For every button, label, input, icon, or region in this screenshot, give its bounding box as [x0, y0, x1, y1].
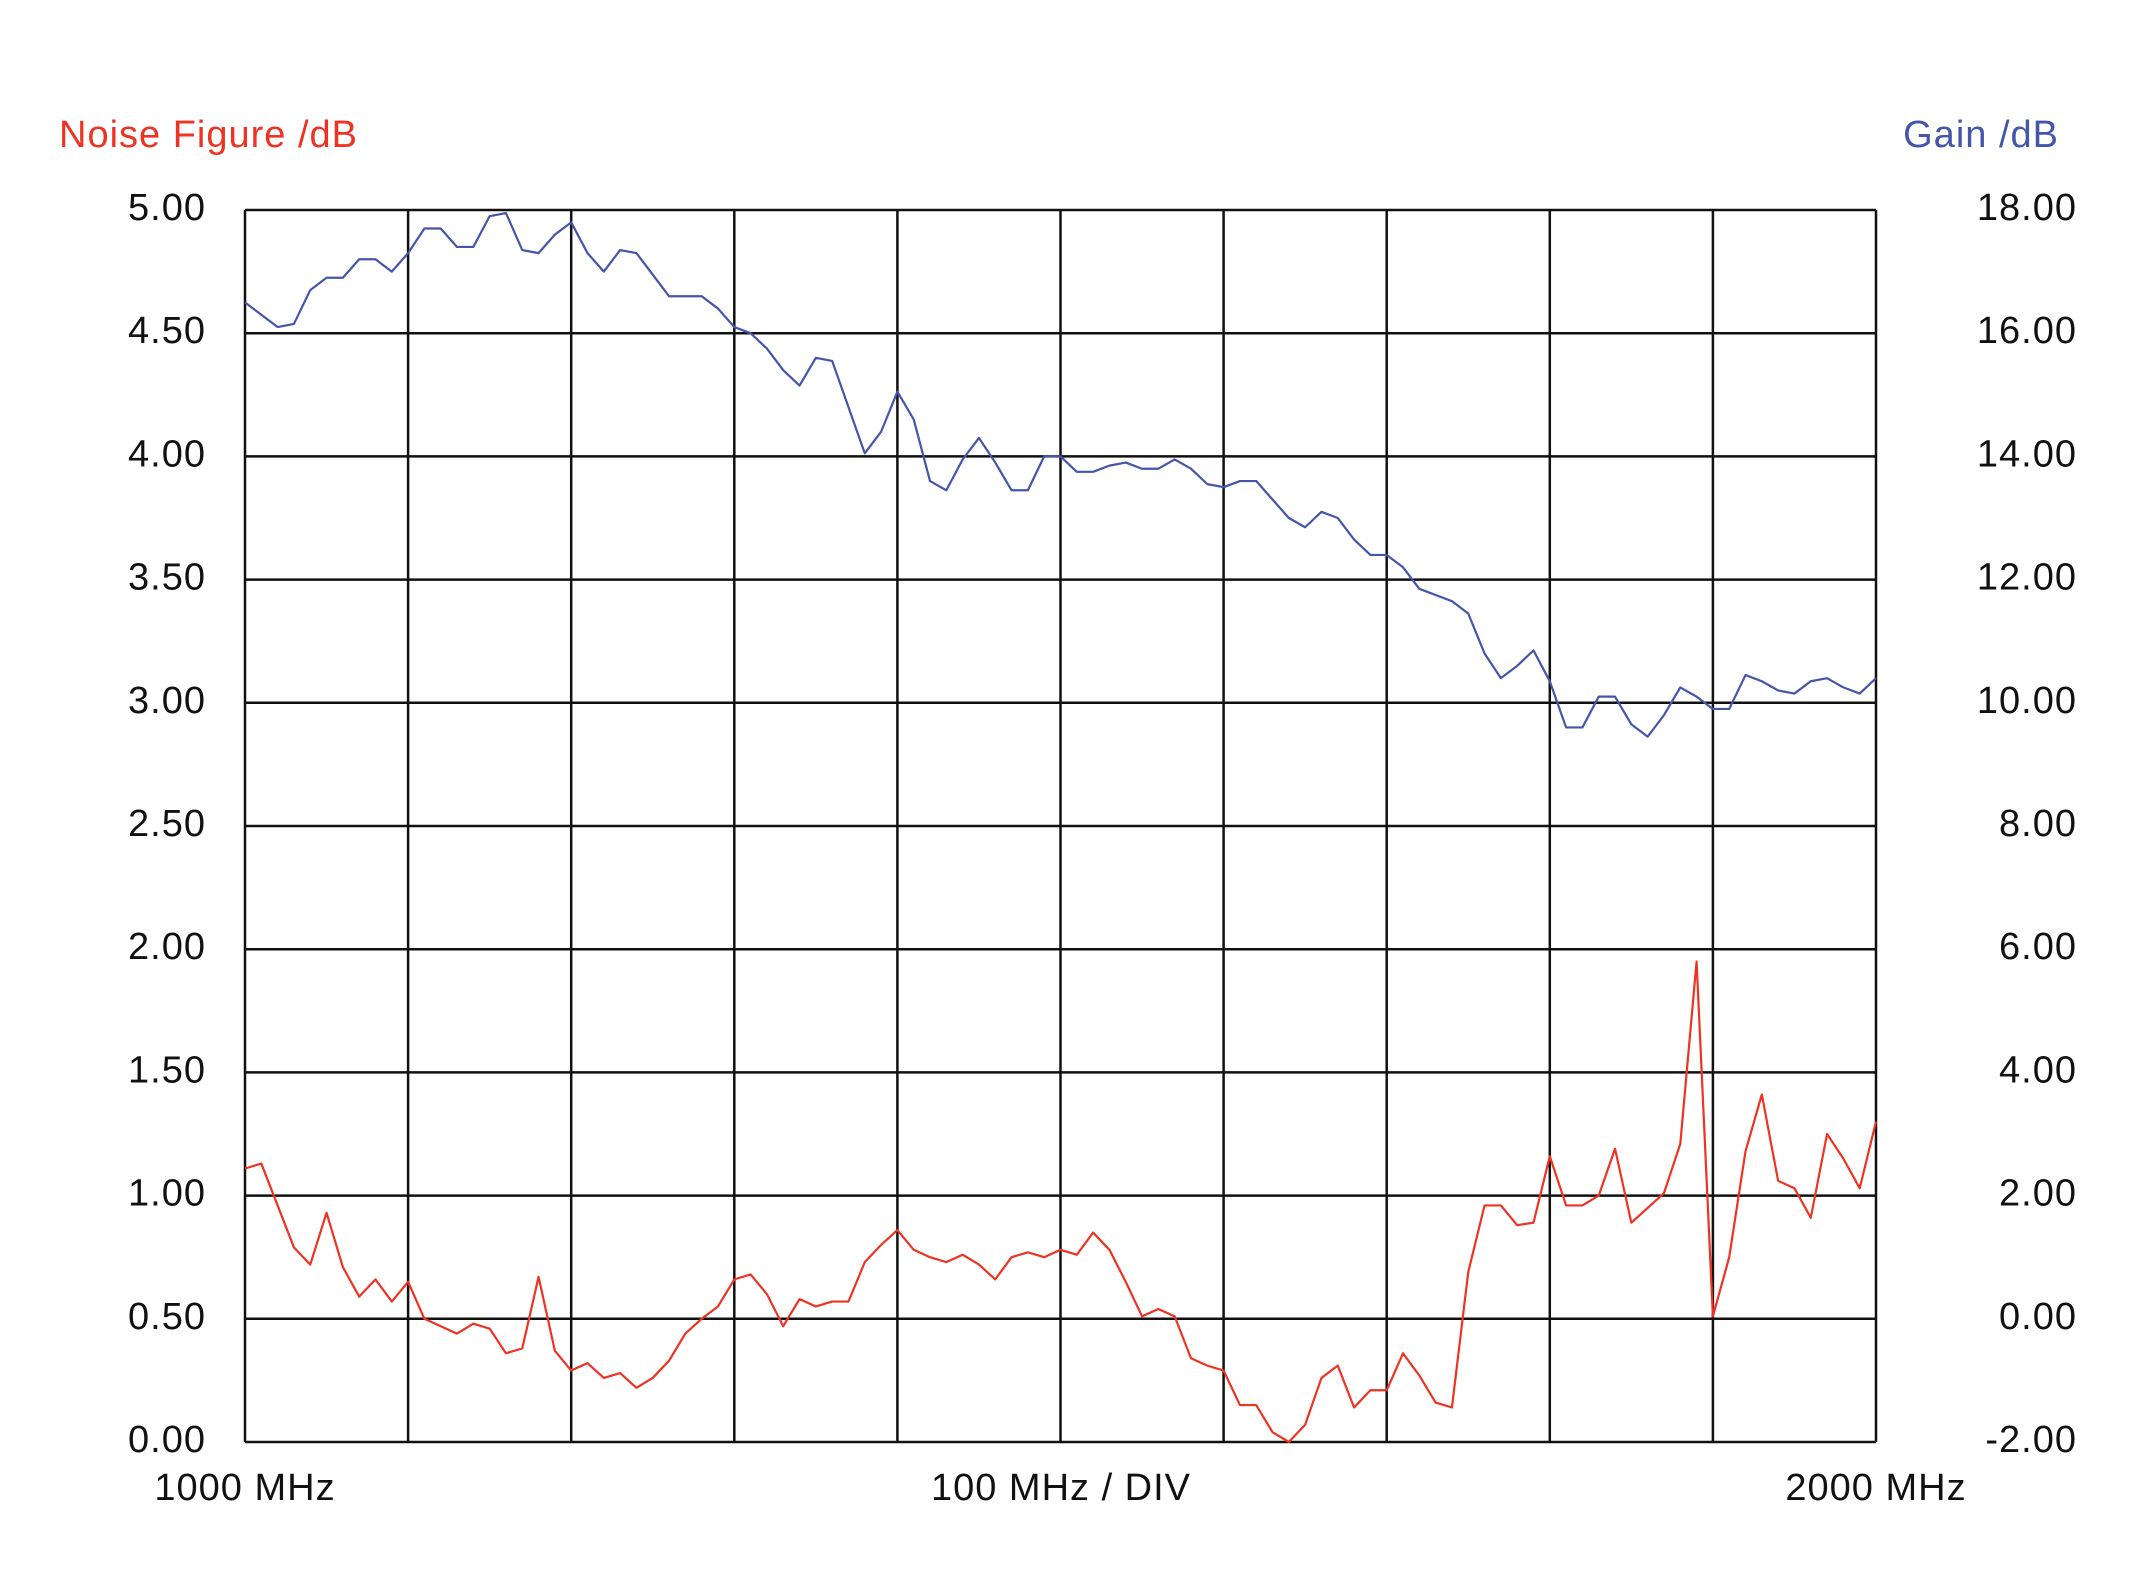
- x-tick-label: 2000 MHz: [1785, 1467, 1966, 1509]
- y2-tick-label: 10.00: [1977, 680, 2077, 722]
- y2-tick-label: 18.00: [1977, 187, 2077, 229]
- y-tick-label: 5.00: [128, 187, 206, 229]
- series-line: [244, 960, 1878, 1444]
- axis-title: Noise Figure /dB: [59, 114, 358, 156]
- y-tick-label: 1.00: [128, 1173, 206, 1215]
- y-tick-label: 2.50: [128, 803, 206, 845]
- x-axis-label: 100 MHz / DIV: [931, 1467, 1191, 1509]
- y2-tick-label: 4.00: [1999, 1049, 2077, 1091]
- y-tick-label: 2.00: [128, 926, 206, 968]
- y-tick-label: 3.00: [128, 680, 206, 722]
- y2-tick-label: 14.00: [1977, 433, 2077, 475]
- y-tick-label: 0.00: [128, 1419, 206, 1461]
- y-tick-label: 4.00: [128, 433, 206, 475]
- y2-tick-label: 2.00: [1999, 1173, 2077, 1215]
- y-tick-label: 4.50: [128, 310, 206, 352]
- y2-tick-label: 8.00: [1999, 803, 2077, 845]
- y2-tick-label: -2.00: [1985, 1419, 2077, 1461]
- series-line: [244, 211, 1877, 738]
- y2-tick-label: 0.00: [1999, 1296, 2077, 1338]
- y2-tick-label: 16.00: [1977, 310, 2077, 352]
- y-tick-label: 0.50: [128, 1296, 206, 1338]
- y2-tick-label: 6.00: [1999, 926, 2077, 968]
- axis-title: Gain /dB: [1903, 114, 2059, 156]
- y-tick-label: 1.50: [128, 1049, 206, 1091]
- x-tick-label: 1000 MHz: [154, 1467, 335, 1509]
- y-tick-label: 3.50: [128, 557, 206, 599]
- y2-tick-label: 12.00: [1977, 557, 2077, 599]
